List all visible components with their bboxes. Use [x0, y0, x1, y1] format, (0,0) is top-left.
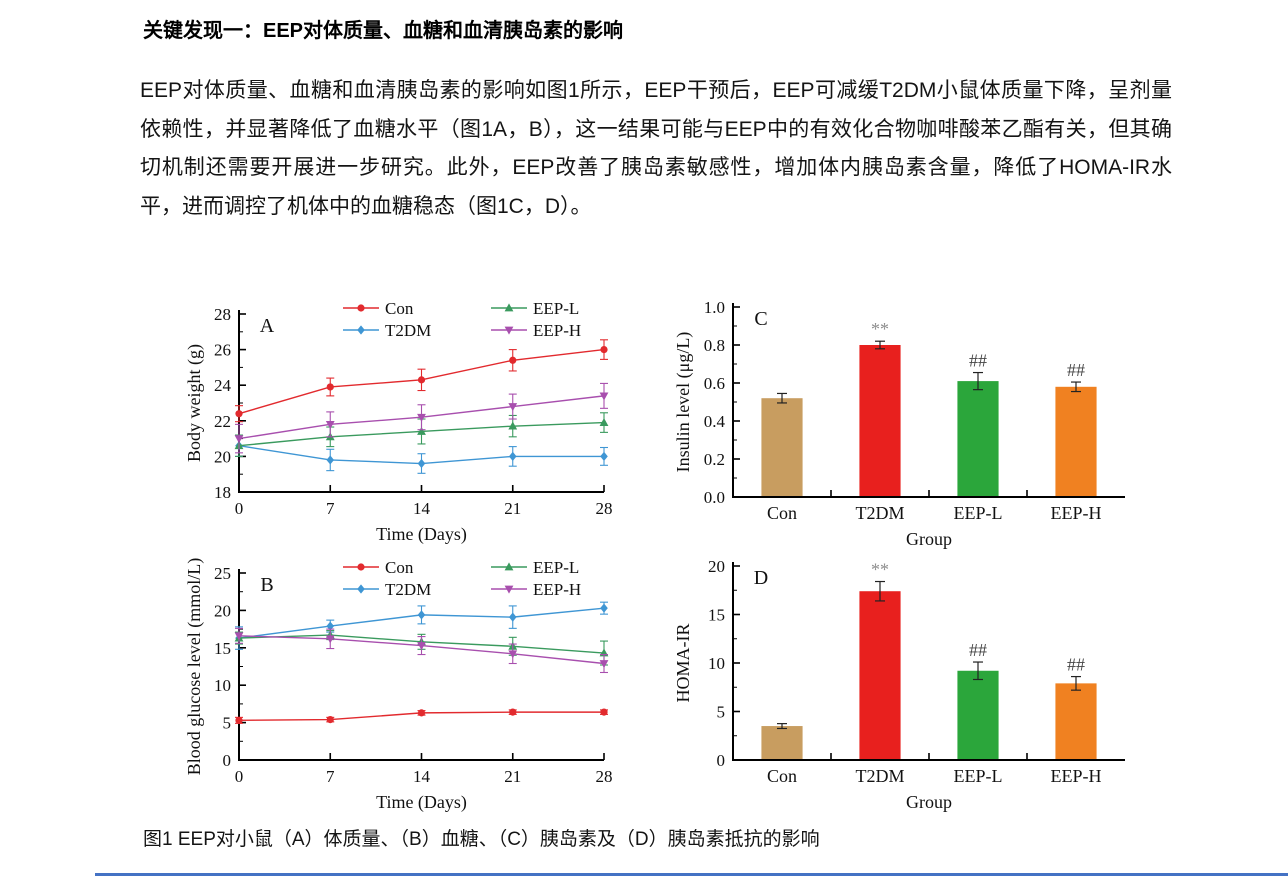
- svg-text:B: B: [260, 574, 273, 596]
- svg-text:EEP-L: EEP-L: [533, 299, 579, 318]
- svg-text:0.4: 0.4: [704, 412, 726, 431]
- svg-text:Con: Con: [385, 299, 414, 318]
- svg-text:26: 26: [214, 341, 231, 360]
- svg-text:Insulin level (μg/L): Insulin level (μg/L): [673, 332, 694, 473]
- svg-text:0: 0: [717, 751, 726, 770]
- svg-text:T2DM: T2DM: [385, 580, 431, 599]
- svg-text:EEP-H: EEP-H: [1051, 503, 1102, 523]
- chart-panel-blood-glucose: 0 5 10 15 20 25 0 7 14 21 28 Time (Days) Blood gluco…: [184, 551, 620, 821]
- figure-caption: 图1 EEP对小鼠（A）体质量、（B）血糖、（C）胰岛素及（D）胰岛素抵抗的影响: [143, 829, 820, 850]
- svg-text:**: **: [871, 560, 889, 580]
- svg-text:Group: Group: [906, 529, 952, 549]
- svg-text:##: ##: [1067, 655, 1085, 675]
- svg-text:24: 24: [214, 376, 232, 395]
- svg-text:0.8: 0.8: [704, 336, 725, 355]
- svg-text:0: 0: [235, 499, 244, 518]
- svg-text:0: 0: [223, 751, 232, 770]
- svg-text:0.6: 0.6: [704, 374, 725, 393]
- svg-text:21: 21: [504, 499, 521, 518]
- svg-text:1.0: 1.0: [704, 298, 725, 317]
- svg-text:7: 7: [326, 499, 335, 518]
- svg-text:10: 10: [214, 676, 231, 695]
- svg-text:10: 10: [708, 654, 725, 673]
- svg-text:Con: Con: [385, 558, 414, 577]
- svg-text:EEP-H: EEP-H: [533, 321, 581, 340]
- bar-chart-homa-ir: 0 5 10 15 20 Con ** T2DM ## EEP-L ## EEP-H Group HOMA…: [673, 557, 1125, 812]
- bottom-divider: [95, 873, 1288, 876]
- svg-text:##: ##: [969, 640, 987, 660]
- svg-text:Con: Con: [767, 766, 797, 786]
- svg-text:HOMA-IR: HOMA-IR: [673, 624, 693, 703]
- svg-text:**: **: [871, 319, 889, 339]
- chart-panel-body-weight: 18 20 22 24 26 28 0 7 14 21 28 Time (Days) Body weig…: [184, 292, 620, 553]
- section-heading: 关键发现一：EEP对体质量、血糖和血清胰岛素的影响: [143, 20, 624, 42]
- chart-panel-homa-ir: 0 5 10 15 20 Con ** T2DM ## EEP-L ## EEP-H Group HOMA…: [673, 550, 1143, 821]
- svg-text:20: 20: [214, 447, 231, 466]
- svg-text:7: 7: [326, 767, 335, 786]
- svg-text:0: 0: [235, 767, 244, 786]
- svg-text:22: 22: [214, 412, 231, 431]
- svg-text:Group: Group: [906, 792, 952, 812]
- svg-text:18: 18: [214, 483, 231, 502]
- svg-text:5: 5: [717, 703, 726, 722]
- svg-text:0.0: 0.0: [704, 488, 725, 507]
- svg-text:20: 20: [214, 601, 231, 620]
- svg-text:T2DM: T2DM: [856, 766, 905, 786]
- svg-text:15: 15: [214, 639, 231, 658]
- line-chart-blood-glucose: 0 5 10 15 20 25 0 7 14 21 28 Time (Days) Blood gluco…: [184, 558, 613, 813]
- svg-text:T2DM: T2DM: [385, 321, 431, 340]
- svg-text:20: 20: [708, 557, 725, 576]
- svg-text:EEP-L: EEP-L: [954, 766, 1003, 786]
- svg-text:15: 15: [708, 606, 725, 625]
- svg-text:A: A: [260, 315, 275, 337]
- svg-text:T2DM: T2DM: [856, 503, 905, 523]
- svg-text:14: 14: [413, 499, 431, 518]
- chart-panel-insulin: 0.0 0.2 0.4 0.6 0.8 1.0 Con ** T2DM ## EEP-L ## EEP-…: [673, 291, 1143, 558]
- svg-text:EEP-L: EEP-L: [954, 503, 1003, 523]
- svg-text:EEP-L: EEP-L: [533, 558, 579, 577]
- svg-text:21: 21: [504, 767, 521, 786]
- svg-text:Con: Con: [767, 503, 797, 523]
- svg-text:25: 25: [214, 564, 231, 583]
- svg-text:5: 5: [223, 714, 232, 733]
- bar-chart-insulin: 0.0 0.2 0.4 0.6 0.8 1.0 Con ** T2DM ## EEP-L ## EEP-…: [673, 298, 1125, 549]
- svg-text:28: 28: [596, 499, 613, 518]
- svg-text:14: 14: [413, 767, 431, 786]
- line-chart-body-weight: 18 20 22 24 26 28 0 7 14 21 28 Time (Days) Body weig…: [184, 299, 613, 545]
- svg-text:##: ##: [1067, 360, 1085, 380]
- svg-text:Blood glucose level (mmol/L): Blood glucose level (mmol/L): [185, 558, 205, 775]
- svg-text:0.2: 0.2: [704, 450, 725, 469]
- svg-text:28: 28: [214, 305, 231, 324]
- svg-text:EEP-H: EEP-H: [533, 580, 581, 599]
- svg-text:D: D: [754, 567, 768, 589]
- svg-text:C: C: [754, 308, 767, 330]
- svg-text:28: 28: [596, 767, 613, 786]
- svg-text:EEP-H: EEP-H: [1051, 766, 1102, 786]
- svg-text:Time (Days): Time (Days): [376, 792, 467, 813]
- svg-text:Time (Days): Time (Days): [376, 524, 467, 545]
- svg-text:Body weight (g): Body weight (g): [185, 344, 205, 462]
- body-paragraph: EEP对体质量、血糖和血清胰岛素的影响如图1所示，EEP干预后，EEP可减缓T2…: [140, 79, 1172, 218]
- svg-text:##: ##: [969, 351, 987, 371]
